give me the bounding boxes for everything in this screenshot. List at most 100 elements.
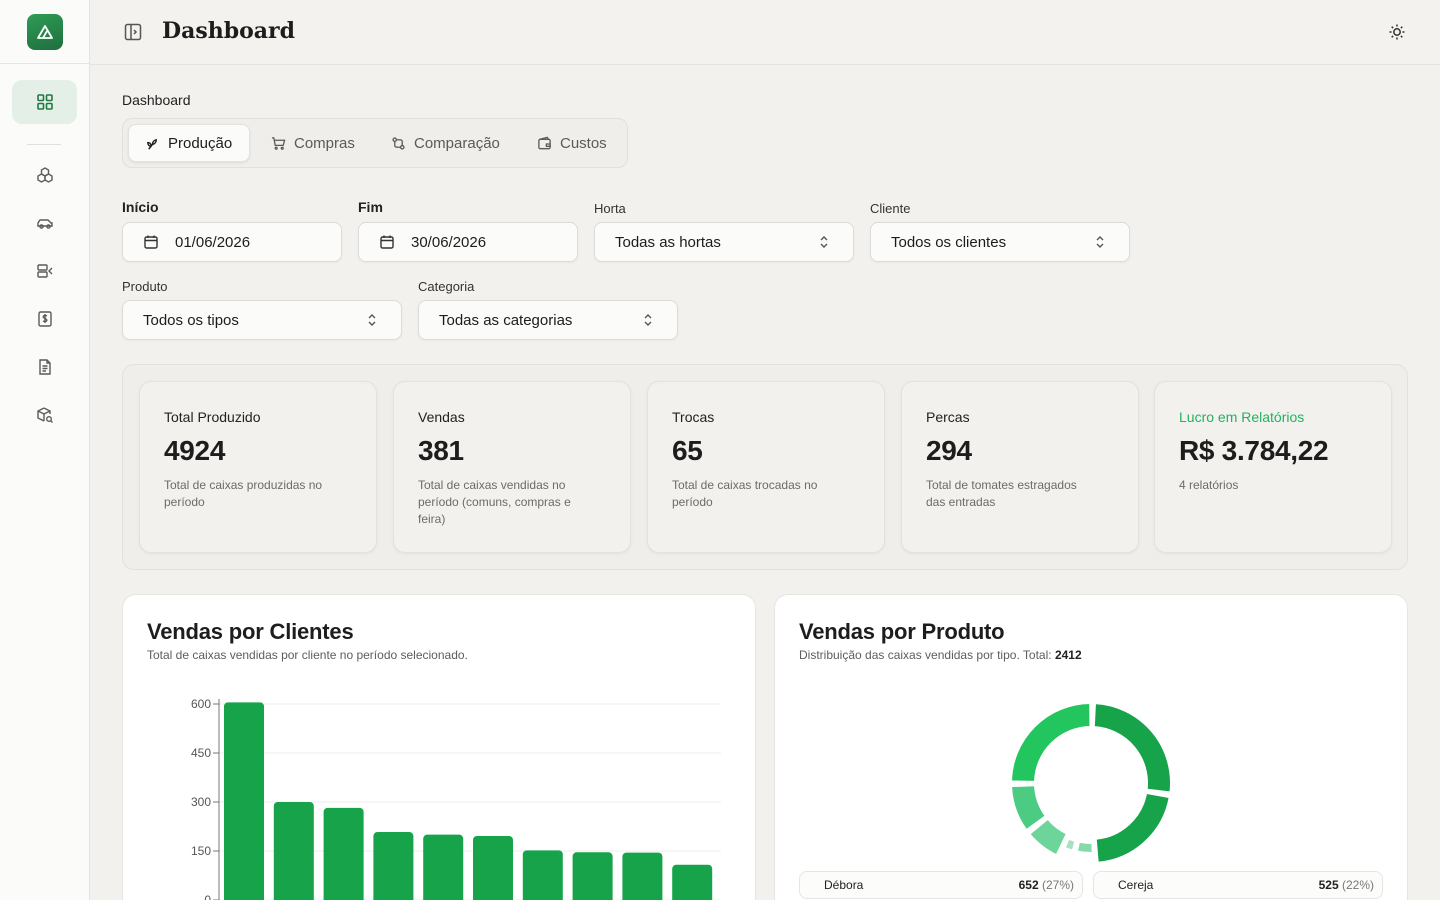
inicio-date-picker[interactable]: 01/06/2026 bbox=[122, 222, 342, 262]
bar bbox=[323, 807, 364, 900]
fim-date-picker[interactable]: 30/06/2026 bbox=[358, 222, 578, 262]
bar bbox=[473, 835, 513, 900]
sidebar-toggle-icon bbox=[124, 23, 142, 41]
vendas-clientes-bar-chart: 0 150 300 450 600 bbox=[191, 697, 721, 900]
vendas-clientes-card: Vendas por Clientes Total de caixas vend… bbox=[122, 594, 756, 900]
legend-value: 525 (22%) bbox=[1319, 878, 1374, 892]
legend-name: Débora bbox=[824, 878, 864, 892]
categoria-select[interactable]: Todas as categorias bbox=[418, 300, 678, 340]
car-icon bbox=[36, 219, 53, 229]
sidebar-item-entries[interactable] bbox=[12, 249, 77, 293]
sun-icon bbox=[1389, 24, 1405, 40]
y-tick-label: 600 bbox=[191, 697, 211, 711]
sprout-icon bbox=[147, 138, 157, 150]
compare-icon bbox=[392, 136, 405, 150]
legend-item[interactable]: Débora 652 (27%) bbox=[799, 871, 1083, 899]
boxes-icon bbox=[36, 167, 53, 183]
y-tick-label: 300 bbox=[191, 795, 211, 809]
tab-compras[interactable]: Compras bbox=[255, 124, 371, 162]
top-header: Dashboard bbox=[90, 0, 1440, 65]
inicio-label: Início bbox=[122, 199, 159, 215]
legend-value: 652 (27%) bbox=[1019, 878, 1074, 892]
breadcrumb: Dashboard bbox=[122, 92, 191, 108]
cliente-select[interactable]: Todos os clientes bbox=[870, 222, 1130, 262]
tab-producao[interactable]: Produção bbox=[128, 124, 250, 162]
fim-value: 30/06/2026 bbox=[411, 233, 487, 251]
inicio-value: 01/06/2026 bbox=[175, 233, 251, 251]
card-title: Vendas por Clientes bbox=[147, 619, 354, 644]
stats-panel: Total Produzido 4924 Total de caixas pro… bbox=[122, 364, 1408, 570]
package-search-icon bbox=[36, 407, 53, 423]
chevrons-up-down-icon bbox=[644, 314, 652, 326]
sidebar-item-finance[interactable] bbox=[12, 297, 77, 341]
categoria-value: Todas as categorias bbox=[439, 311, 573, 329]
donut-slice bbox=[1010, 702, 1092, 783]
bar bbox=[273, 802, 314, 900]
stat-card-vendas: Vendas 381 Total de caixas vendidas no p… bbox=[393, 381, 631, 553]
stat-title: Lucro em Relatórios bbox=[1179, 409, 1305, 425]
document-icon bbox=[38, 359, 51, 375]
dashboard-tabs: Produção Compras Comparação Custos bbox=[122, 118, 628, 168]
produto-label: Produto bbox=[122, 279, 168, 294]
legend-count: 652 bbox=[1018, 878, 1039, 892]
legend-count: 525 bbox=[1318, 878, 1339, 892]
bar bbox=[622, 852, 663, 900]
bar bbox=[423, 834, 464, 900]
card-subtitle: Total de caixas vendidas por cliente no … bbox=[147, 648, 468, 662]
app-logo[interactable] bbox=[27, 14, 63, 50]
sidebar-item-inventory[interactable] bbox=[12, 393, 77, 437]
sidebar-divider bbox=[27, 144, 61, 145]
dollar-receipt-icon bbox=[37, 311, 52, 327]
cliente-value: Todos os clientes bbox=[891, 233, 1007, 251]
stat-value: R$ 3.784,22 bbox=[1179, 435, 1329, 466]
y-tick-label: 0 bbox=[204, 893, 211, 900]
horta-value: Todas as hortas bbox=[615, 233, 721, 251]
bar bbox=[572, 852, 613, 900]
donut-slice bbox=[1092, 702, 1172, 794]
sidebar bbox=[0, 0, 90, 900]
subtitle-text: Distribuição das caixas vendidas por tip… bbox=[799, 648, 1052, 662]
sidebar-item-vehicles[interactable] bbox=[12, 201, 77, 245]
categoria-label: Categoria bbox=[418, 279, 475, 294]
sidebar-item-dashboard[interactable] bbox=[12, 80, 77, 124]
stat-title: Vendas bbox=[418, 409, 465, 425]
chevrons-up-down-icon bbox=[368, 314, 376, 326]
theme-toggle-button[interactable] bbox=[1387, 22, 1407, 42]
stat-card-percas: Percas 294 Total de tomates estragados d… bbox=[901, 381, 1139, 553]
bar bbox=[522, 850, 563, 900]
tab-custos[interactable]: Custos bbox=[521, 124, 623, 162]
produto-value: Todos os tipos bbox=[143, 311, 239, 329]
stat-description: Total de caixas vendidas no período (com… bbox=[418, 478, 571, 526]
stat-card-trocas: Trocas 65 Total de caixas trocadas no pe… bbox=[647, 381, 885, 553]
stat-card-total-produzido: Total Produzido 4924 Total de caixas pro… bbox=[139, 381, 377, 553]
horta-select[interactable]: Todas as hortas bbox=[594, 222, 854, 262]
card-subtitle: Distribuição das caixas vendidas por tip… bbox=[799, 648, 1082, 662]
legend-item[interactable]: Cereja 525 (22%) bbox=[1093, 871, 1383, 899]
logo-icon bbox=[37, 25, 53, 39]
stat-value: 294 bbox=[926, 435, 972, 466]
inbox-arrow-icon bbox=[36, 264, 52, 278]
stat-title: Total Produzido bbox=[164, 409, 261, 425]
stat-card-lucro[interactable]: Lucro em Relatórios R$ 3.784,22 4 relató… bbox=[1154, 381, 1392, 553]
chevrons-up-down-icon bbox=[820, 236, 828, 248]
horta-label: Horta bbox=[594, 201, 626, 216]
stat-value: 4924 bbox=[164, 435, 226, 466]
donut-slice bbox=[1075, 840, 1094, 854]
produto-select[interactable]: Todos os tipos bbox=[122, 300, 402, 340]
tab-label: Comparação bbox=[414, 134, 500, 152]
sidebar-item-reports[interactable] bbox=[12, 345, 77, 389]
stat-title: Percas bbox=[926, 409, 970, 425]
sidebar-toggle-button[interactable] bbox=[123, 22, 143, 42]
legend-percent: (27%) bbox=[1041, 878, 1074, 892]
y-tick-label: 450 bbox=[191, 746, 211, 760]
wallet-icon bbox=[538, 136, 551, 149]
stat-title: Trocas bbox=[672, 409, 715, 425]
total-value: 2412 bbox=[1054, 648, 1082, 662]
tab-label: Produção bbox=[168, 134, 233, 152]
y-tick-label: 150 bbox=[191, 844, 211, 858]
calendar-icon bbox=[144, 235, 158, 249]
stat-description: Total de caixas trocadas no período bbox=[672, 478, 818, 509]
stat-description: Total de caixas produzidas no período bbox=[164, 478, 323, 509]
sidebar-item-boxes[interactable] bbox=[12, 153, 77, 197]
tab-comparacao[interactable]: Comparação bbox=[375, 124, 516, 162]
